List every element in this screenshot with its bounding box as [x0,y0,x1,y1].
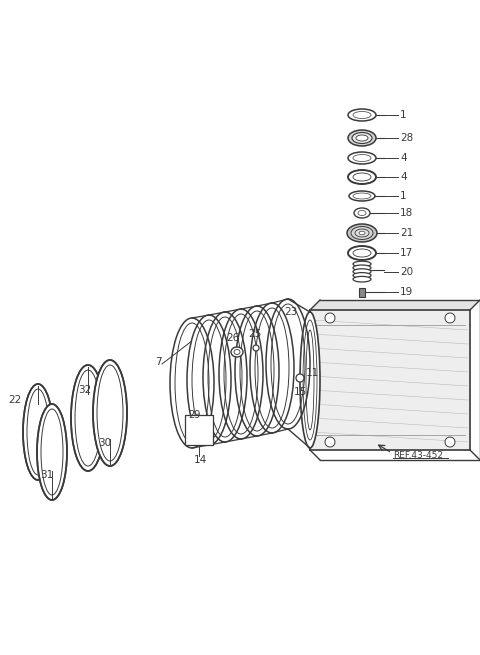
Polygon shape [310,310,470,450]
Text: 1: 1 [400,191,407,201]
Text: 25: 25 [248,329,261,339]
Bar [185,415,213,445]
Ellipse shape [348,152,376,164]
Text: 21: 21 [400,228,413,238]
Ellipse shape [296,374,304,382]
Ellipse shape [354,208,370,218]
Ellipse shape [353,272,371,278]
Ellipse shape [445,313,455,323]
Ellipse shape [353,269,371,274]
Ellipse shape [359,231,365,234]
Text: 19: 19 [400,287,413,297]
Text: 17: 17 [400,248,413,258]
Ellipse shape [353,276,371,282]
Ellipse shape [266,299,310,429]
Text: 11: 11 [306,368,319,378]
Text: 14: 14 [194,455,207,465]
Ellipse shape [348,170,376,184]
Ellipse shape [203,312,247,442]
Ellipse shape [93,360,127,466]
Ellipse shape [353,265,371,271]
Ellipse shape [445,437,455,447]
Bar [359,288,365,297]
Text: 30: 30 [98,438,111,448]
Ellipse shape [300,312,320,448]
Text: 22: 22 [8,395,21,405]
Text: 29: 29 [188,410,200,420]
Ellipse shape [353,261,371,267]
Ellipse shape [235,306,279,436]
Text: 7: 7 [155,357,162,367]
Text: 20: 20 [400,267,413,277]
Ellipse shape [253,345,259,351]
Ellipse shape [250,303,294,433]
Ellipse shape [37,404,67,500]
Ellipse shape [347,224,377,242]
Ellipse shape [356,135,368,141]
Ellipse shape [71,365,105,471]
Ellipse shape [351,227,373,240]
Ellipse shape [348,109,376,121]
Ellipse shape [325,313,335,323]
Text: 4: 4 [400,153,407,163]
Ellipse shape [23,384,53,480]
Text: 18: 18 [400,208,413,218]
Polygon shape [310,300,480,310]
Ellipse shape [325,437,335,447]
Text: 4: 4 [400,172,407,182]
Ellipse shape [219,309,263,439]
Ellipse shape [349,191,375,201]
Text: 28: 28 [400,133,413,143]
Ellipse shape [231,347,243,357]
Text: 15: 15 [294,387,307,397]
Ellipse shape [352,132,372,143]
Text: 23: 23 [284,307,297,317]
Text: 31: 31 [40,470,53,480]
Text: 32: 32 [78,385,91,395]
Ellipse shape [187,315,231,445]
Text: 1: 1 [400,110,407,120]
Text: REF.43-452: REF.43-452 [393,451,443,460]
Ellipse shape [170,318,214,448]
Ellipse shape [348,130,376,146]
Ellipse shape [348,246,376,260]
Ellipse shape [355,229,369,237]
Text: 26: 26 [226,333,239,343]
